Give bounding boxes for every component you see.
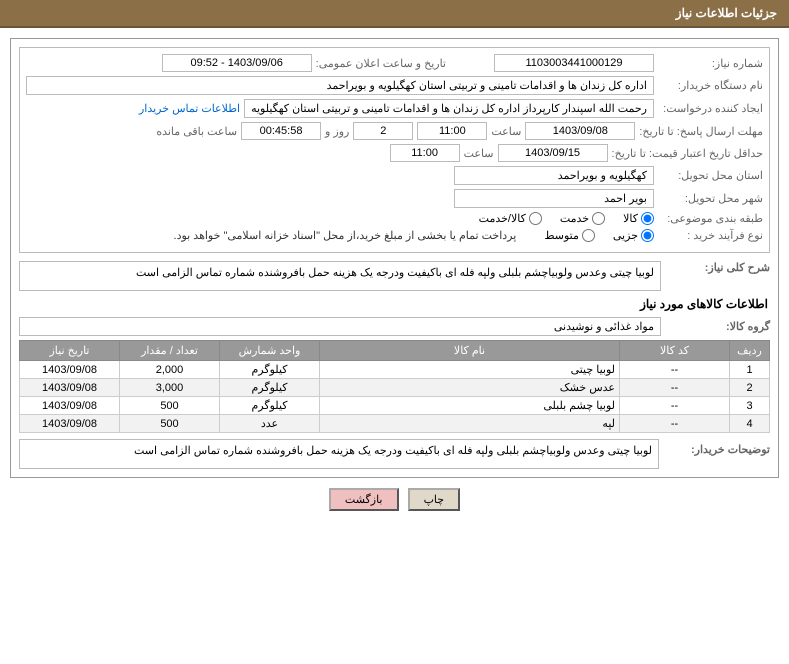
requester-value: رحمت الله اسپندار کارپرداز اداره کل زندا… bbox=[244, 99, 654, 118]
cell-code: -- bbox=[620, 379, 730, 397]
radio-minor-label: جزیی bbox=[613, 229, 638, 242]
print-button[interactable]: چاپ bbox=[408, 488, 461, 511]
cell-unit: کیلوگرم bbox=[220, 397, 320, 415]
cell-code: -- bbox=[620, 361, 730, 379]
announce-value: 1403/09/06 - 09:52 bbox=[162, 54, 312, 72]
category-label: طبقه بندی موضوعی: bbox=[658, 212, 763, 225]
button-row: چاپ بازگشت bbox=[0, 488, 789, 511]
general-desc-value: لوبیا چیتی وعدس ولوبیاچشم بلبلی ولپه فله… bbox=[19, 261, 661, 291]
radio-service[interactable] bbox=[592, 212, 605, 225]
table-row: 1--لوبیا چیتیکیلوگرم2,0001403/09/08 bbox=[20, 361, 770, 379]
buyer-contact-link[interactable]: اطلاعات تماس خریدار bbox=[139, 102, 240, 115]
radio-medium[interactable] bbox=[582, 229, 595, 242]
buyer-notes-value: لوبیا چیتی وعدس ولوبیاچشم بلبلی ولپه فله… bbox=[19, 439, 659, 469]
cell-unit: کیلوگرم bbox=[220, 361, 320, 379]
cell-name: لوبیا چشم بلبلی bbox=[320, 397, 620, 415]
radio-both[interactable] bbox=[529, 212, 542, 225]
validity-time: 11:00 bbox=[390, 144, 460, 162]
main-panel: شماره نیاز: 1103003441000129 تاریخ و ساع… bbox=[10, 38, 779, 478]
details-panel: شماره نیاز: 1103003441000129 تاریخ و ساع… bbox=[19, 47, 770, 253]
th-code: کد کالا bbox=[620, 341, 730, 361]
time-label-2: ساعت bbox=[464, 147, 494, 160]
page-title-bar: جزئیات اطلاعات نیاز bbox=[0, 0, 789, 28]
cell-name: لوبیا چیتی bbox=[320, 361, 620, 379]
radio-goods-label: کالا bbox=[623, 212, 638, 225]
province-label: استان محل تحویل: bbox=[658, 169, 763, 182]
process-radio-group: جزیی متوسط bbox=[544, 229, 654, 242]
cell-code: -- bbox=[620, 397, 730, 415]
radio-goods[interactable] bbox=[641, 212, 654, 225]
table-row: 4--لپهعدد5001403/09/08 bbox=[20, 415, 770, 433]
cell-qty: 2,000 bbox=[120, 361, 220, 379]
th-qty: تعداد / مقدار bbox=[120, 341, 220, 361]
cell-qty: 500 bbox=[120, 415, 220, 433]
city-value: بویر احمد bbox=[454, 189, 654, 208]
cell-row: 1 bbox=[730, 361, 770, 379]
need-no-value: 1103003441000129 bbox=[494, 54, 654, 72]
cell-name: لپه bbox=[320, 415, 620, 433]
radio-service-label: خدمت bbox=[560, 212, 589, 225]
announce-label: تاریخ و ساعت اعلان عمومی: bbox=[316, 57, 446, 70]
radio-medium-label: متوسط bbox=[544, 229, 579, 242]
remain-suffix: ساعت باقی مانده bbox=[156, 125, 237, 138]
category-radio-group: کالا خدمت کالا/خدمت bbox=[479, 212, 654, 225]
th-row: ردیف bbox=[730, 341, 770, 361]
cell-date: 1403/09/08 bbox=[20, 379, 120, 397]
table-row: 3--لوبیا چشم بلبلیکیلوگرم5001403/09/08 bbox=[20, 397, 770, 415]
city-label: شهر محل تحویل: bbox=[658, 192, 763, 205]
goods-table: ردیف کد کالا نام کالا واحد شمارش تعداد /… bbox=[19, 340, 770, 433]
back-button[interactable]: بازگشت bbox=[329, 488, 399, 511]
cell-qty: 3,000 bbox=[120, 379, 220, 397]
buyer-org-value: اداره کل زندان ها و اقدامات تامینی و ترب… bbox=[26, 76, 654, 95]
need-no-label: شماره نیاز: bbox=[658, 57, 763, 70]
goods-group-value: مواد غذائی و نوشیدنی bbox=[19, 317, 661, 336]
days-and-label: روز و bbox=[325, 125, 349, 138]
th-date: تاریخ نیاز bbox=[20, 341, 120, 361]
cell-row: 2 bbox=[730, 379, 770, 397]
payment-note: پرداخت تمام یا بخشی از مبلغ خرید،از محل … bbox=[174, 229, 517, 242]
th-name: نام کالا bbox=[320, 341, 620, 361]
process-label: نوع فرآیند خرید : bbox=[658, 229, 763, 242]
cell-name: عدس خشک bbox=[320, 379, 620, 397]
th-unit: واحد شمارش bbox=[220, 341, 320, 361]
deadline-time: 11:00 bbox=[417, 122, 487, 140]
cell-code: -- bbox=[620, 415, 730, 433]
cell-unit: عدد bbox=[220, 415, 320, 433]
deadline-date: 1403/09/08 bbox=[525, 122, 635, 140]
buyer-notes-label: توضیحات خریدار: bbox=[665, 439, 770, 469]
time-label-1: ساعت bbox=[491, 125, 521, 138]
cell-row: 3 bbox=[730, 397, 770, 415]
general-desc-label: شرح کلی نیاز: bbox=[665, 261, 770, 274]
days-remaining: 2 bbox=[353, 122, 413, 140]
cell-date: 1403/09/08 bbox=[20, 397, 120, 415]
validity-date: 1403/09/15 bbox=[498, 144, 608, 162]
province-value: کهگیلویه و بویراحمد bbox=[454, 166, 654, 185]
cell-unit: کیلوگرم bbox=[220, 379, 320, 397]
deadline-label: مهلت ارسال پاسخ: تا تاریخ: bbox=[639, 125, 763, 138]
goods-info-title: اطلاعات کالاهای مورد نیاز bbox=[21, 297, 768, 311]
page-title: جزئیات اطلاعات نیاز bbox=[676, 6, 777, 20]
table-row: 2--عدس خشککیلوگرم3,0001403/09/08 bbox=[20, 379, 770, 397]
goods-group-label: گروه کالا: bbox=[665, 320, 770, 333]
cell-qty: 500 bbox=[120, 397, 220, 415]
validity-label: حداقل تاریخ اعتبار قیمت: تا تاریخ: bbox=[612, 147, 763, 160]
time-remaining: 00:45:58 bbox=[241, 122, 321, 140]
cell-row: 4 bbox=[730, 415, 770, 433]
buyer-org-label: نام دستگاه خریدار: bbox=[658, 79, 763, 92]
cell-date: 1403/09/08 bbox=[20, 361, 120, 379]
cell-date: 1403/09/08 bbox=[20, 415, 120, 433]
radio-both-label: کالا/خدمت bbox=[479, 212, 526, 225]
requester-label: ایجاد کننده درخواست: bbox=[658, 102, 763, 115]
radio-minor[interactable] bbox=[641, 229, 654, 242]
